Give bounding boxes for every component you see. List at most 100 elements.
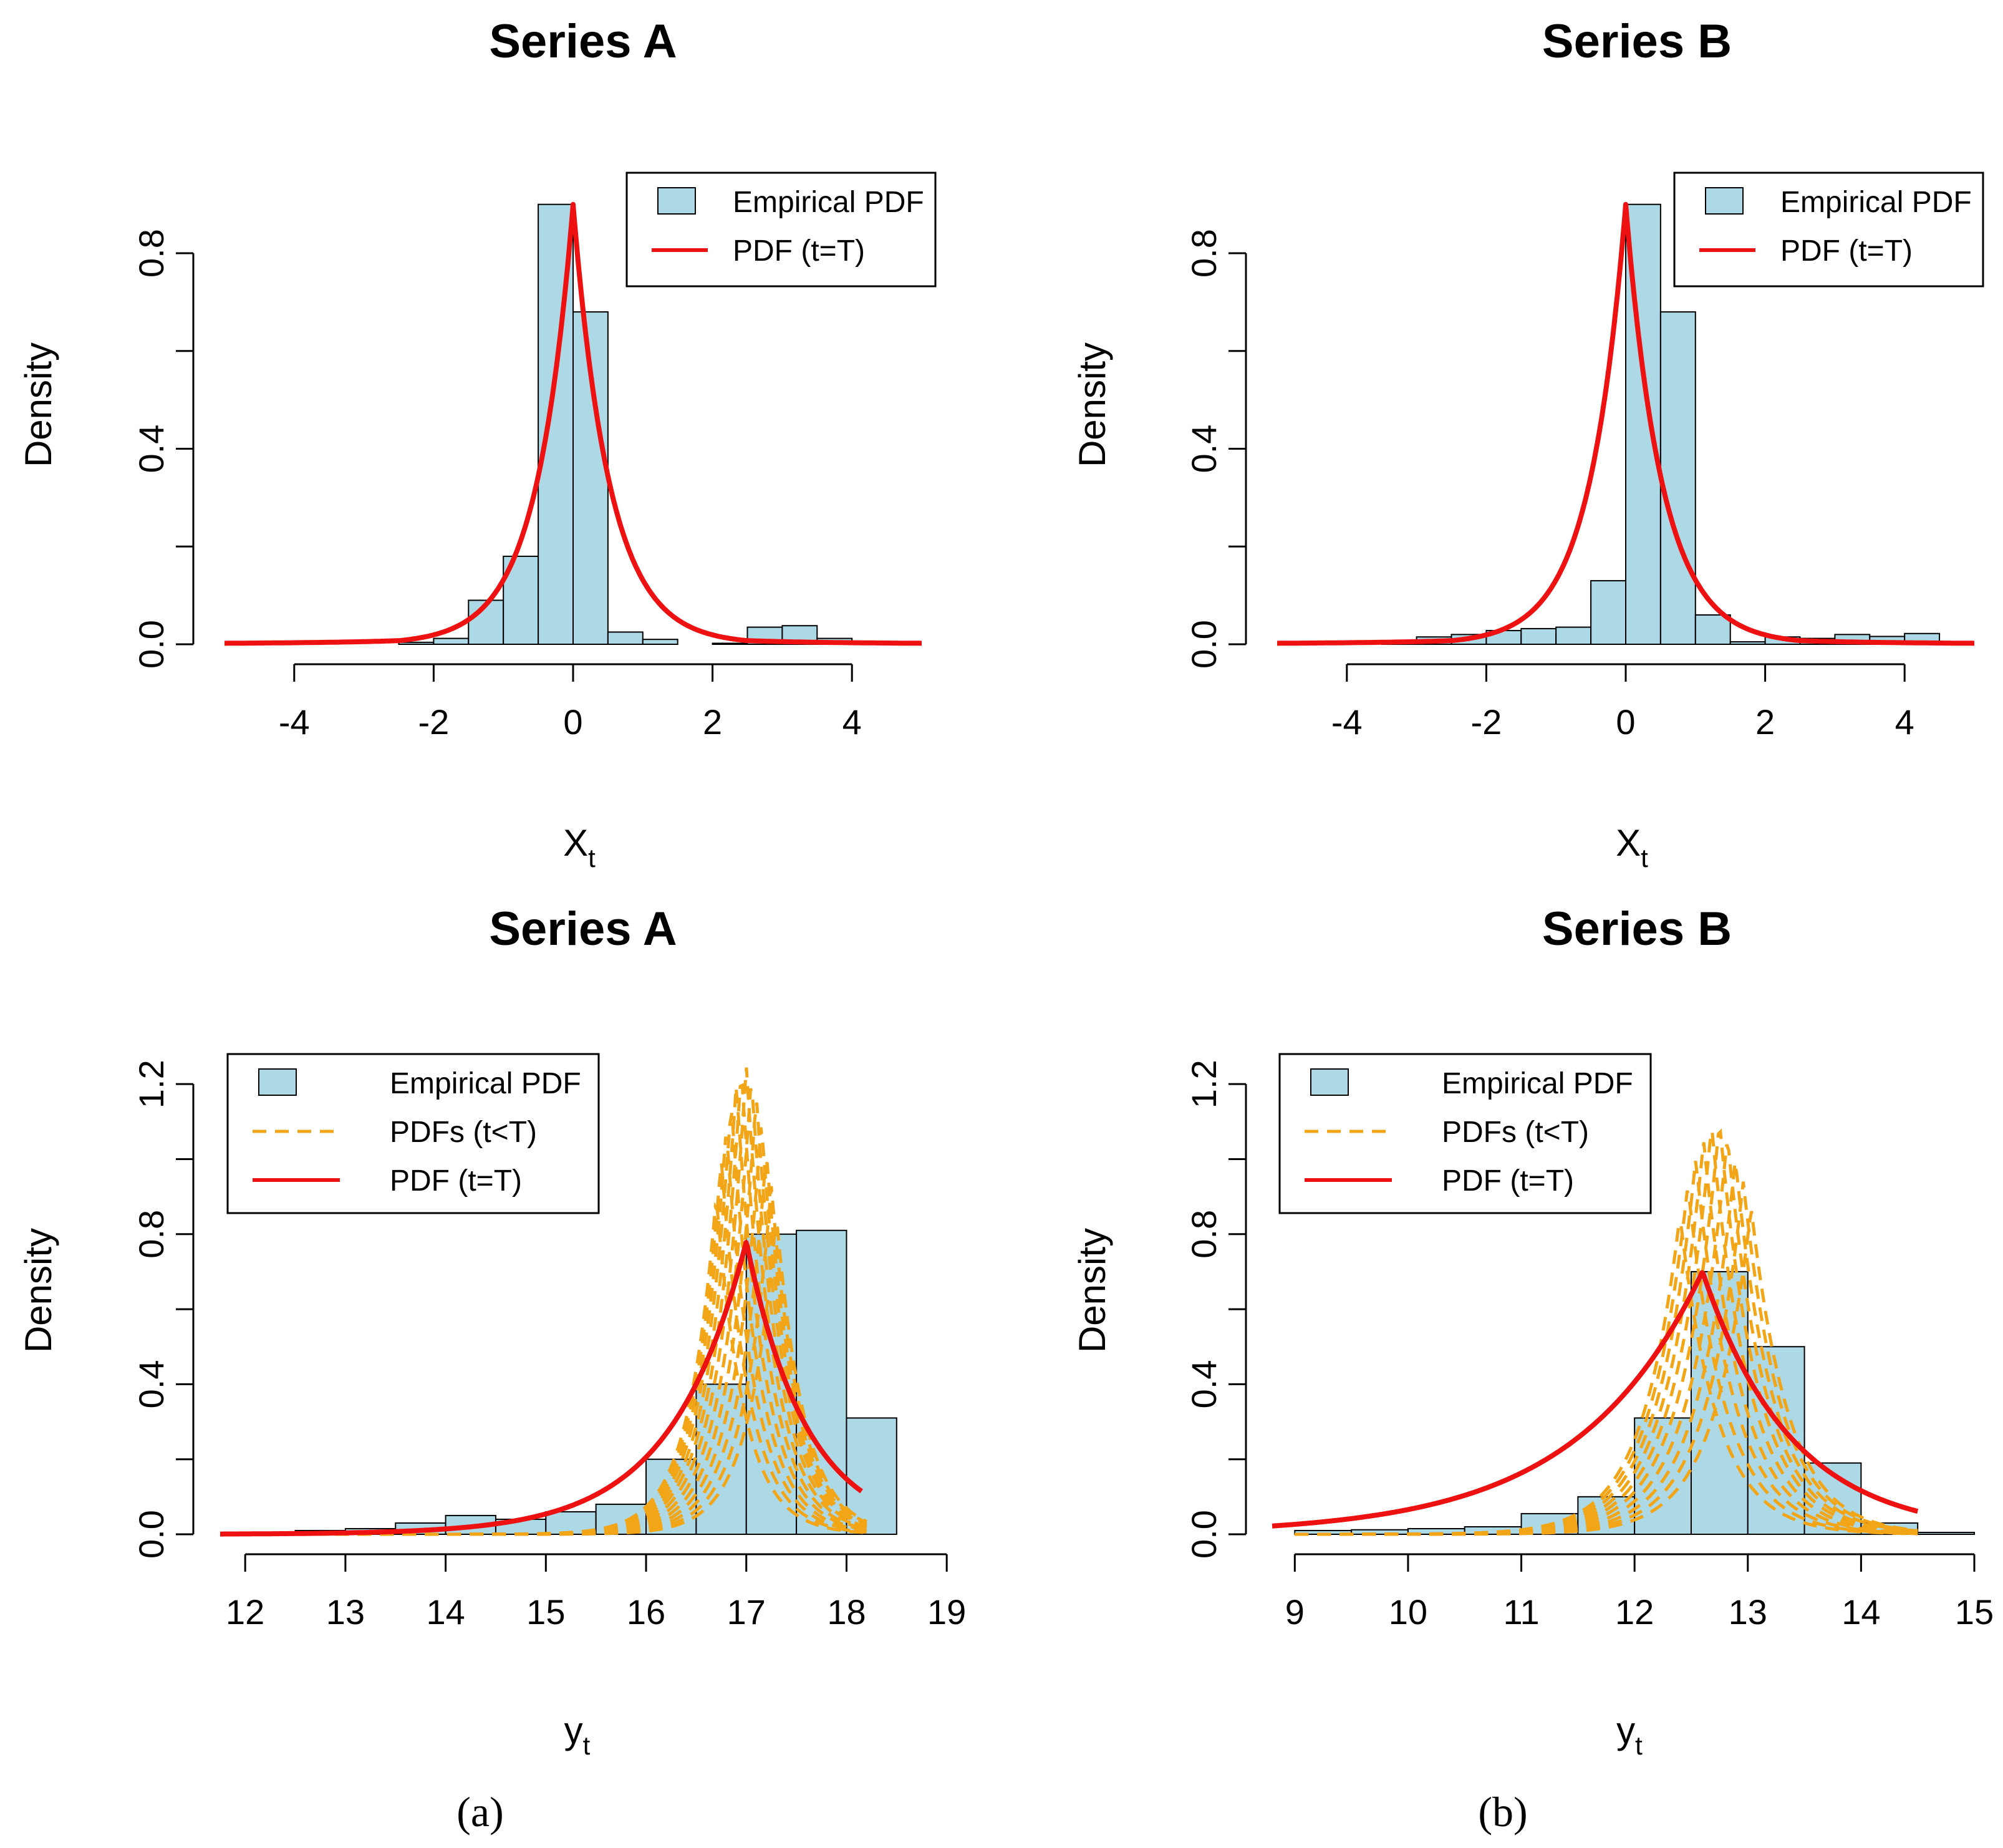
earlier-pdf-line: [245, 1087, 867, 1536]
histogram-bar: [1590, 580, 1627, 645]
y-axis: 0.0 0.4 0.8 1.2: [132, 1060, 195, 1559]
y-axis-label: Density: [17, 342, 59, 467]
x-tick-label: -2: [418, 702, 450, 742]
legend-label: PDF (t=T): [733, 235, 865, 268]
x-axis: 9 10 11 12 13 14 15: [1285, 1553, 1994, 1632]
earlier-pdf-line: [1295, 1142, 1918, 1536]
earlier-pdf-line: [1295, 1181, 1918, 1536]
histogram-bar: [607, 631, 644, 645]
x-tick-label: 0: [563, 702, 582, 742]
y-axis: 0.0 0.4 0.8: [132, 229, 195, 669]
y-axis-label: Density: [1071, 1228, 1113, 1353]
legend-label: Empirical PDF: [1780, 186, 1972, 219]
histogram-bar: [1555, 626, 1592, 645]
x-tick-label: 11: [1503, 1592, 1539, 1632]
x-tick-label: 10: [1389, 1592, 1427, 1632]
histogram-bar: [1917, 1531, 1976, 1535]
x-tick-label: -2: [1471, 702, 1502, 742]
x-tick-label: 2: [1755, 702, 1775, 742]
x-axis-label-subscript: t: [1641, 843, 1648, 873]
y-tick-label: 1.2: [132, 1060, 171, 1108]
legend-label: Empirical PDF: [733, 186, 924, 219]
earlier-pdf-curves: [1295, 1128, 1918, 1536]
earlier-pdf-curves: [245, 1067, 867, 1536]
y-tick-label: 0.8: [1184, 229, 1224, 278]
x-tick-label: 15: [526, 1592, 565, 1632]
x-axis-label: Xt: [1616, 822, 1648, 873]
histogram-bar: [1464, 1526, 1522, 1536]
legend: Empirical PDF PDF (t=T): [625, 172, 937, 288]
x-tick-label: 13: [326, 1592, 365, 1632]
histogram-bar: [1351, 1529, 1409, 1535]
y-tick-label: 0.8: [132, 1210, 171, 1259]
legend-label: PDF (t=T): [1442, 1164, 1574, 1197]
earlier-pdf-line: [245, 1113, 867, 1536]
chart-title: Series B: [1542, 902, 1732, 955]
earlier-pdf-line: [245, 1186, 867, 1536]
x-axis-label-main: y: [1616, 1710, 1635, 1751]
legend: Empirical PDF PDF (t=T): [1673, 172, 1984, 288]
histogram-bar: [796, 1229, 847, 1536]
earlier-pdf-line: [1295, 1220, 1918, 1536]
y-tick-label: 0.8: [1184, 1210, 1224, 1259]
final-pdf-line: [1276, 201, 1976, 646]
x-axis: -4 -2 0 2 4: [1331, 663, 1914, 742]
legend-label: PDF (t=T): [1780, 235, 1913, 268]
legend-key-histogram: [657, 187, 696, 215]
legend-label: PDFs (t<T): [390, 1116, 537, 1149]
x-tick-label: 9: [1285, 1592, 1305, 1632]
x-tick-label: 19: [927, 1592, 966, 1632]
legend-key-histogram: [1705, 187, 1744, 215]
chart-title: Series A: [489, 15, 677, 68]
x-tick-label: 0: [1616, 702, 1635, 742]
y-axis: 0.0 0.4 0.8: [1184, 229, 1247, 669]
x-axis-label-main: X: [1616, 822, 1641, 864]
x-tick-label: 16: [627, 1592, 665, 1632]
histogram-bars: [1294, 1270, 1976, 1536]
legend-label: Empirical PDF: [1442, 1067, 1633, 1100]
final-pdf-line: [1271, 1270, 1919, 1529]
y-axis: 0.0 0.4 0.8 1.2: [1184, 1060, 1247, 1559]
x-tick-label: 15: [1955, 1592, 1994, 1632]
legend-label: PDF (t=T): [390, 1164, 522, 1197]
histogram-bar: [712, 642, 748, 645]
y-tick-label: 0.4: [1184, 1360, 1224, 1408]
earlier-pdf-line: [1295, 1161, 1918, 1536]
x-axis-label-main: X: [563, 822, 588, 864]
legend-key-histogram: [258, 1068, 297, 1096]
x-tick-label: -4: [279, 702, 310, 742]
x-axis-label-subscript: t: [1635, 1731, 1643, 1760]
earlier-pdf-line: [1295, 1128, 1918, 1536]
chart-series-b-y: Series B 0.0 0.4 0.8 1.2 9 10 11 12 13 14 15 yt Dens…: [1071, 902, 1994, 1760]
x-axis-label: yt: [1616, 1710, 1643, 1760]
x-tick-label: 14: [426, 1592, 465, 1632]
chart-title: Series A: [489, 902, 677, 955]
x-axis-label: Xt: [563, 822, 596, 873]
x-tick-label: 2: [703, 702, 722, 742]
x-tick-label: 13: [1729, 1592, 1767, 1632]
x-tick-label: 14: [1841, 1592, 1880, 1632]
x-tick-label: 4: [1895, 702, 1914, 742]
legend: Empirical PDF PDFs (t<T) PDF (t=T): [1278, 1053, 1652, 1214]
histogram-bar: [433, 637, 470, 646]
x-axis-label-subscript: t: [588, 843, 596, 873]
earlier-pdf-line: [1295, 1131, 1918, 1536]
histogram-bar: [1520, 627, 1557, 645]
legend-label: PDFs (t<T): [1442, 1116, 1589, 1149]
x-tick-label: 12: [1615, 1592, 1654, 1632]
legend: Empirical PDF PDFs (t<T) PDF (t=T): [226, 1053, 600, 1214]
earlier-pdf-line: [1295, 1190, 1918, 1536]
x-axis: 12 13 14 15 16 17 18 19: [226, 1553, 966, 1632]
y-tick-label: 0.0: [1184, 620, 1224, 669]
chart-series-a-x: Series A 0.0 0.4 0.8 -4 -2 0 2 4 Xt Density Empiri…: [17, 15, 937, 873]
x-tick-label: 4: [842, 702, 862, 742]
legend-key-histogram: [1310, 1068, 1349, 1096]
final-pdf-line: [219, 1240, 863, 1537]
x-tick-label: 18: [827, 1592, 866, 1632]
final-pdf-line: [223, 201, 923, 646]
histogram-bar: [1729, 641, 1766, 646]
legend-label: Empirical PDF: [390, 1067, 581, 1100]
y-tick-label: 0.4: [132, 1360, 171, 1408]
x-axis-label-main: y: [564, 1710, 583, 1751]
